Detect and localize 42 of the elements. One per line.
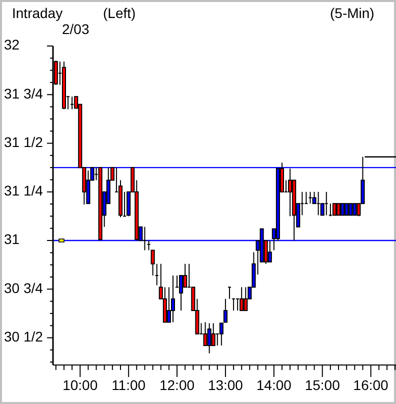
y-tick-label: 31 1/2 (4, 134, 44, 150)
y-tick-label: 32 (4, 36, 20, 53)
candlestick (240, 286, 244, 312)
candlestick (211, 322, 216, 346)
candlestick (203, 322, 208, 346)
candlestick (304, 191, 308, 204)
x-tick-label: 11:00 (112, 377, 146, 393)
x-tick-label: 16:00 (353, 377, 389, 393)
text: (5-Min) (330, 5, 374, 21)
candlestick (223, 298, 228, 323)
x-tick-label: 10:00 (62, 377, 98, 393)
candlestick (244, 286, 248, 312)
candlestick (348, 203, 353, 216)
y-tick-label: 31 (4, 231, 20, 248)
candlestick (207, 322, 212, 354)
candlestick (236, 298, 240, 312)
x-tick-label: 15:00 (304, 377, 340, 393)
candlestick (352, 203, 357, 216)
candlestick (179, 275, 184, 312)
candlestick (170, 275, 176, 323)
candlestick (332, 203, 336, 216)
candlestick (336, 203, 341, 216)
candlestick (86, 170, 90, 204)
y-tick-label: 31 3/4 (4, 85, 44, 102)
candlestick (70, 96, 74, 110)
candlestick (228, 286, 232, 300)
candlestick (340, 203, 345, 216)
y-tick-label: 31 1/4 (4, 182, 44, 199)
y-tick-label: 30 1/2 (4, 328, 44, 344)
chart-title: Intraday (12, 5, 63, 21)
x-tick-label: 14:00 (256, 377, 292, 393)
candlestick (288, 168, 292, 217)
x-tick-label: 12:00 (160, 377, 195, 393)
candlestick (232, 298, 236, 312)
text: (Left) (103, 5, 136, 21)
chart-subtitle: 2/03 (62, 21, 90, 37)
y-tick-label: 30 3/4 (4, 280, 44, 296)
candlestick (324, 191, 328, 216)
candlestick (219, 322, 224, 346)
x-tick-label: 13:00 (208, 377, 244, 393)
candlestick (162, 286, 167, 323)
candlestick (344, 203, 349, 216)
